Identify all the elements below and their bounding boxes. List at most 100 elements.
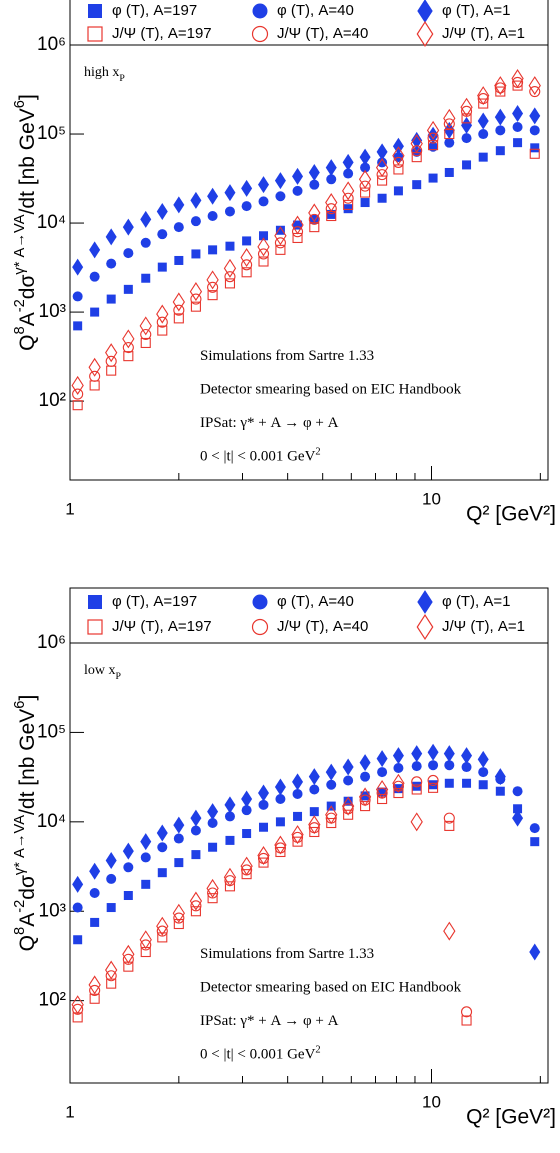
data-point [139, 316, 152, 336]
data-point [207, 887, 219, 899]
data-point [72, 1003, 84, 1015]
data-point [377, 175, 388, 186]
data-point [443, 118, 455, 130]
y-tick-label: 10³ [39, 301, 66, 322]
data-point [427, 132, 439, 144]
data-point [123, 351, 134, 362]
data-point [376, 143, 388, 161]
data-point [292, 167, 304, 185]
legend-marker [88, 595, 102, 609]
data-point [223, 867, 237, 887]
legend-marker [252, 594, 268, 610]
data-point [156, 925, 168, 937]
data-point [443, 812, 455, 824]
data-point [123, 248, 134, 259]
data-point [392, 773, 405, 793]
data-point [326, 817, 337, 829]
data-point [173, 222, 184, 233]
data-point [411, 776, 423, 788]
annotation: Simulations from Sartre 1.33 [200, 946, 374, 962]
data-point [71, 375, 84, 395]
data-point [89, 241, 101, 259]
data-point [242, 829, 252, 839]
data-point [341, 796, 355, 816]
data-point [241, 179, 253, 197]
data-point [89, 271, 100, 282]
data-point [275, 817, 285, 827]
data-point [443, 108, 456, 128]
data-point [156, 824, 168, 842]
data-point [140, 210, 152, 228]
data-point [529, 943, 541, 961]
data-point [259, 231, 269, 241]
data-point [530, 143, 540, 153]
text-part: -2 [12, 299, 28, 312]
data-point [140, 237, 151, 248]
data-point [393, 762, 404, 773]
data-point [325, 203, 337, 215]
data-point [190, 216, 201, 227]
data-point [123, 862, 134, 873]
legend-marker [251, 25, 269, 43]
data-point [529, 148, 540, 159]
data-point [343, 168, 354, 179]
data-point [495, 125, 506, 136]
legend-label: φ (T), A=1 [442, 2, 511, 19]
data-point [206, 878, 219, 898]
data-point [157, 325, 168, 336]
data-point [242, 236, 252, 246]
data-point [461, 1015, 472, 1026]
data-point [189, 891, 203, 911]
x-axis-label: Q² [GeV²] [466, 1106, 556, 1129]
data-point [478, 767, 489, 778]
text-part: Detector smearing based on EIC Handbook [200, 382, 462, 398]
data-point [72, 400, 83, 411]
data-point [88, 975, 101, 995]
data-point [241, 805, 252, 816]
data-point [512, 121, 523, 132]
data-point [478, 780, 488, 790]
data-point [122, 944, 135, 964]
data-point [206, 270, 219, 290]
data-point [461, 133, 472, 144]
data-point [172, 903, 185, 923]
data-point [360, 801, 371, 812]
data-point [512, 786, 523, 797]
data-point [88, 357, 101, 377]
data-point [411, 745, 423, 763]
data-point [529, 107, 541, 125]
data-point [309, 179, 320, 190]
annotation: IPSat: γ* + A → φ + A [200, 1013, 339, 1029]
data-point [392, 747, 404, 765]
legend-label: φ (T), A=40 [277, 593, 354, 610]
data-point [427, 743, 439, 761]
text-part: 0 < |t| < 0.001 GeV [200, 449, 316, 465]
data-point [512, 809, 524, 827]
legend-marker [88, 4, 102, 18]
data-point [208, 245, 218, 255]
data-point [106, 873, 117, 884]
data-point [325, 193, 338, 213]
data-point [511, 69, 524, 89]
data-point [376, 750, 388, 768]
data-point [106, 903, 116, 913]
data-point [140, 833, 152, 851]
y-tick-label: 10⁴ [37, 212, 66, 233]
data-point [140, 939, 152, 951]
data-point [341, 181, 355, 201]
data-point [156, 916, 169, 936]
data-point [258, 799, 269, 810]
data-point [106, 294, 116, 304]
data-point [358, 169, 372, 189]
text-part: Detector smearing based on EIC Handbook [200, 980, 462, 996]
data-point [90, 917, 100, 927]
data-point [512, 105, 524, 123]
legend-label: φ (T), A=40 [277, 2, 354, 19]
data-point [140, 328, 152, 341]
legend-marker [87, 619, 103, 635]
data-point [190, 301, 201, 312]
y-tick-label: 10⁵ [37, 721, 66, 742]
data-point [461, 747, 473, 765]
data-point [275, 846, 286, 858]
data-point [292, 788, 303, 799]
